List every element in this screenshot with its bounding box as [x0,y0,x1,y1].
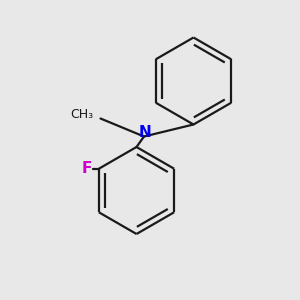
Text: F: F [82,161,92,176]
Text: CH₃: CH₃ [70,108,93,122]
Text: N: N [139,125,152,140]
